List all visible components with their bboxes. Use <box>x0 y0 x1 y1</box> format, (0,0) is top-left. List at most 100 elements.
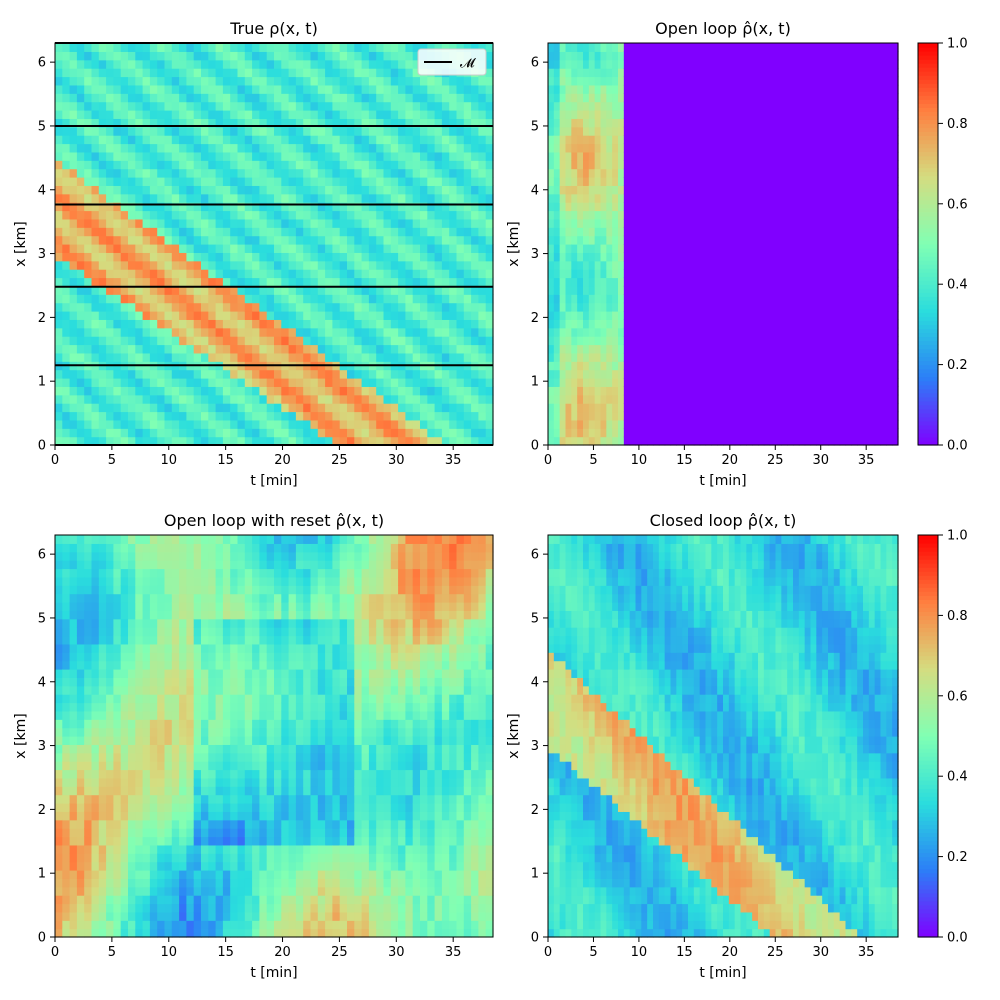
heatmap-cell <box>463 151 472 161</box>
heatmap-cell <box>106 151 114 161</box>
heatmap-cell <box>711 168 718 178</box>
heatmap-cell <box>171 394 180 404</box>
heatmap-cell <box>186 260 195 270</box>
heatmap-cell <box>266 403 275 413</box>
heatmap-cell <box>179 394 187 404</box>
heatmap-cell <box>398 218 406 228</box>
heatmap-cell <box>98 118 107 128</box>
heatmap-cell <box>787 327 794 337</box>
heatmap-cell <box>629 202 637 212</box>
heatmap-cell <box>274 344 282 354</box>
heatmap-cell <box>412 260 421 270</box>
heatmap-cell <box>577 344 584 354</box>
heatmap-cell <box>84 277 93 287</box>
heatmap-cell <box>769 218 777 228</box>
heatmap-cell <box>682 260 689 270</box>
heatmap-cell <box>723 352 730 362</box>
heatmap-cell <box>252 135 260 145</box>
heatmap-cell <box>179 151 187 161</box>
heatmap-cell <box>201 51 209 61</box>
heatmap-cell <box>398 118 406 128</box>
heatmap-cell <box>763 352 771 362</box>
heatmap-cell <box>463 43 472 52</box>
heatmap-cell <box>237 269 246 279</box>
heatmap-cell <box>405 428 414 438</box>
heatmap-cell <box>676 269 683 279</box>
heatmap-cell <box>208 202 217 212</box>
heatmap-cell <box>106 352 114 362</box>
heatmap-cell <box>485 143 494 153</box>
heatmap-cell <box>420 135 428 145</box>
heatmap-cell <box>670 394 677 404</box>
heatmap-cell <box>186 311 195 320</box>
heatmap-cell <box>339 386 348 396</box>
heatmap-cell <box>186 210 195 220</box>
heatmap-cell <box>577 319 584 329</box>
heatmap-cell <box>478 160 487 170</box>
heatmap-cell <box>559 43 567 52</box>
heatmap-cell <box>565 135 572 145</box>
heatmap-cell <box>135 411 144 421</box>
heatmap-cell <box>383 110 392 119</box>
heatmap-cell <box>711 336 718 346</box>
heatmap-cell <box>259 43 268 52</box>
heatmap-cell <box>758 118 765 128</box>
heatmap-cell <box>676 168 683 178</box>
heatmap-cell <box>763 411 771 421</box>
heatmap-cell <box>135 193 144 203</box>
heatmap-cell <box>193 327 202 337</box>
heatmap-cell <box>149 185 158 195</box>
heatmap-cell <box>208 118 217 128</box>
heatmap-cell <box>383 411 392 421</box>
heatmap-cell <box>405 403 414 413</box>
heatmap-cell <box>728 378 736 387</box>
heatmap-cell <box>179 235 187 245</box>
heatmap-cell <box>281 344 290 354</box>
heatmap-cell <box>740 43 747 52</box>
heatmap-cell <box>361 84 370 94</box>
heatmap-cell <box>635 110 642 119</box>
heatmap-cell <box>485 378 494 387</box>
heatmap-cell <box>565 319 572 329</box>
heatmap-cell <box>361 68 370 78</box>
heatmap-cell <box>295 252 304 262</box>
heatmap-cell <box>787 185 794 195</box>
heatmap-cell <box>635 244 642 253</box>
heatmap-cell <box>612 218 619 228</box>
heatmap-cell <box>113 352 122 362</box>
heatmap-cell <box>763 118 771 128</box>
heatmap-cell <box>171 386 180 396</box>
heatmap-cell <box>288 319 297 329</box>
heatmap-cell <box>670 168 677 178</box>
heatmap-cell <box>171 160 180 170</box>
heatmap-cell <box>758 76 765 86</box>
heatmap-cell <box>376 185 385 195</box>
heatmap-cell <box>728 336 736 346</box>
heatmap-cell <box>553 110 561 119</box>
heatmap-cell <box>623 285 631 295</box>
heatmap-cell <box>618 369 625 379</box>
heatmap-cell <box>734 68 742 78</box>
heatmap-cell <box>266 369 275 379</box>
heatmap-cell <box>208 143 217 153</box>
heatmap-cell <box>728 319 736 329</box>
heatmap-cell <box>635 428 642 438</box>
heatmap-cell <box>728 252 736 262</box>
heatmap-cell <box>76 386 85 396</box>
heatmap-cell <box>717 344 724 354</box>
heatmap-cell <box>55 227 63 237</box>
heatmap-cell <box>222 202 231 212</box>
heatmap-cell <box>55 43 63 52</box>
heatmap-cell <box>252 311 260 320</box>
heatmap-cell <box>201 210 209 220</box>
heatmap-cell <box>434 436 443 446</box>
heatmap-cell <box>427 319 436 329</box>
heatmap-cell <box>120 227 129 237</box>
heatmap-cell <box>171 436 180 446</box>
heatmap-cell <box>485 419 494 429</box>
heatmap-cell <box>62 428 71 438</box>
heatmap-cell <box>571 344 578 354</box>
heatmap-cell <box>594 76 602 86</box>
heatmap-cell <box>361 185 370 195</box>
heatmap-cell <box>113 319 122 329</box>
